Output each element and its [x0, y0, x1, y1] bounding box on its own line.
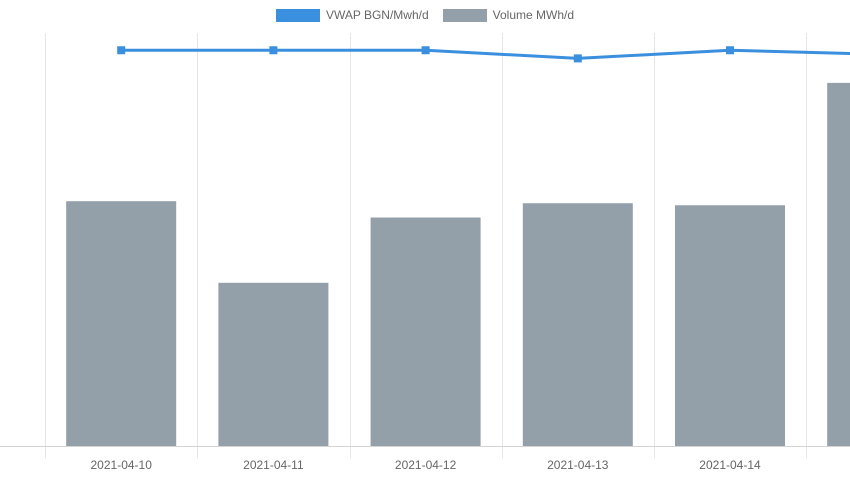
x-tick-label: 2021-04-10 [91, 458, 153, 472]
volume-bar [218, 283, 328, 446]
volume-bar [371, 218, 481, 446]
vwap-point [574, 54, 582, 62]
volume-bar [523, 203, 633, 446]
legend-item-volume[interactable]: Volume MWh/d [443, 8, 574, 22]
legend-swatch-volume [443, 9, 487, 22]
vwap-line [121, 50, 850, 58]
volume-bar [675, 205, 785, 446]
x-tick-label: 2021-04-11 [243, 458, 304, 472]
x-tick-label: 2021-04-13 [547, 458, 609, 472]
volume-bar [827, 83, 850, 446]
vwap-point [269, 46, 277, 54]
x-tick-label: 2021-04-12 [395, 458, 457, 472]
legend-label-volume: Volume MWh/d [493, 8, 574, 22]
vwap-point [726, 46, 734, 54]
x-tick-label: 2021-04-14 [699, 458, 761, 472]
legend-label-vwap: VWAP BGN/Mwh/d [326, 8, 429, 22]
legend: VWAP BGN/Mwh/d Volume MWh/d [0, 8, 850, 22]
legend-item-vwap[interactable]: VWAP BGN/Mwh/d [276, 8, 429, 22]
volume-bar [66, 201, 176, 446]
legend-swatch-vwap [276, 9, 320, 22]
vwap-point [117, 46, 125, 54]
vwap-point [422, 46, 430, 54]
